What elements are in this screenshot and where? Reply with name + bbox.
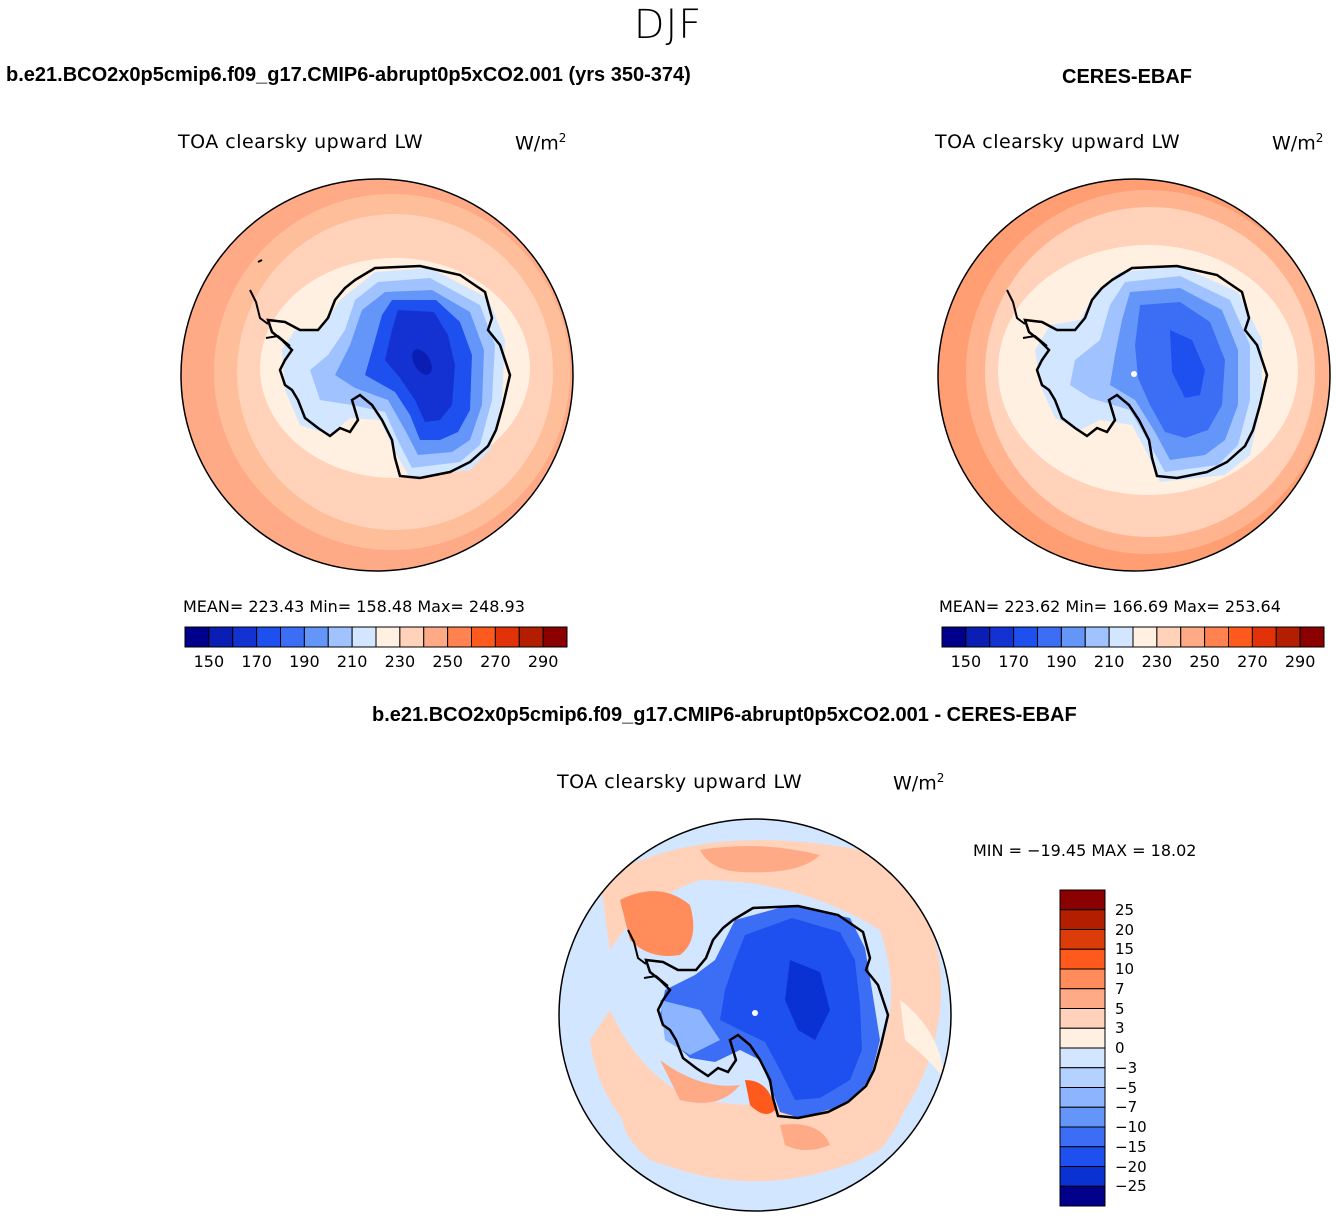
colorbar-tick-label: 170: [241, 652, 272, 671]
colorbar-box: [1059, 1008, 1106, 1029]
colorbar-tick-label: 190: [289, 652, 320, 671]
colorbar-tick-label: 210: [1093, 652, 1125, 671]
colorbar-tick-label: −3: [1115, 1058, 1138, 1077]
colorbar-tick-label: 0: [1115, 1039, 1125, 1057]
colorbar-box: [399, 626, 425, 648]
colorbar-box: [1059, 988, 1106, 1009]
model-variable-label: TOA clearsky upward LW: [178, 131, 424, 153]
colorbar-tick-label: 25: [1115, 900, 1135, 919]
colorbar-tick-label: 150: [950, 652, 982, 671]
colorbar-tick-label: −7: [1115, 1098, 1138, 1117]
colorbar-tick-label: 15: [1115, 940, 1135, 959]
colorbar-box: [965, 626, 991, 648]
colorbar-box: [423, 626, 449, 648]
colorbar-box: [303, 626, 329, 648]
colorbar-box: [1299, 626, 1325, 648]
diff-variable-label: TOA clearsky upward LW: [557, 771, 803, 793]
colorbar-box: [1084, 626, 1110, 648]
colorbar-tick-label: 290: [1284, 652, 1316, 671]
colorbar-box: [1013, 626, 1038, 648]
colorbar-box: [1059, 1047, 1106, 1069]
colorbar-box: [518, 626, 544, 648]
colorbar-box: [1037, 626, 1062, 648]
model-colorbar: [184, 626, 568, 648]
colorbar-box: [1059, 1087, 1106, 1108]
diff-stats: MIN = −19.45 MAX = 18.02: [973, 841, 1197, 860]
colorbar-box: [1180, 626, 1206, 648]
colorbar-box: [1059, 1185, 1106, 1207]
colorbar-box: [1275, 626, 1301, 648]
model-stats: MEAN= 223.43 Min= 158.48 Max= 248.93: [183, 597, 525, 616]
colorbar-box: [1108, 626, 1134, 648]
model-panel-title: b.e21.BCO2x0p5cmip6.f09_g17.CMIP6-abrupt…: [6, 64, 691, 86]
colorbar-box: [351, 626, 377, 648]
colorbar-tick-label: 150: [193, 652, 225, 671]
colorbar-tick-label: 270: [1237, 652, 1268, 671]
obs-stats: MEAN= 223.62 Min= 166.69 Max= 253.64: [939, 597, 1281, 616]
colorbar-box: [1204, 626, 1229, 648]
colorbar-tick-label: 7: [1115, 979, 1125, 998]
colorbar-box: [1059, 1166, 1106, 1187]
colorbar-tick-label: 10: [1115, 960, 1135, 978]
colorbar-tick-label: −5: [1115, 1078, 1138, 1097]
colorbar-box: [1060, 626, 1086, 648]
colorbar-tick-label: 3: [1115, 1019, 1125, 1038]
colorbar-box: [1059, 1027, 1106, 1049]
colorbar-box: [941, 626, 967, 648]
colorbar-box: [232, 626, 258, 648]
obs-colorbar: [941, 626, 1325, 648]
colorbar-tick-label: −10: [1115, 1118, 1147, 1136]
model-map: [181, 179, 573, 571]
colorbar-tick-label: 210: [336, 652, 368, 671]
model-units-label: W/m2: [515, 131, 567, 155]
colorbar-box: [1059, 1146, 1106, 1167]
colorbar-tick-label: 230: [1141, 652, 1173, 671]
colorbar-tick-label: 190: [1046, 652, 1077, 671]
colorbar-box: [280, 626, 305, 648]
colorbar-box: [1228, 626, 1253, 648]
obs-variable-label: TOA clearsky upward LW: [935, 131, 1181, 153]
diff-colorbar: [1059, 889, 1106, 1207]
colorbar-tick-label: 290: [527, 652, 559, 671]
colorbar-box: [1059, 1067, 1106, 1088]
obs-map: [938, 179, 1330, 571]
colorbar-box: [375, 626, 401, 648]
colorbar-box: [1059, 1106, 1106, 1128]
colorbar-box: [327, 626, 353, 648]
diff-units-label: W/m2: [893, 771, 945, 795]
diff-panel-title: b.e21.BCO2x0p5cmip6.f09_g17.CMIP6-abrupt…: [372, 704, 1077, 726]
colorbar-tick-label: 170: [998, 652, 1029, 671]
obs-panel-title: CERES-EBAF: [1062, 66, 1193, 88]
colorbar-box: [184, 626, 210, 648]
colorbar-box: [1156, 626, 1182, 648]
colorbar-tick-label: −20: [1115, 1157, 1147, 1176]
colorbar-tick-label: −15: [1115, 1137, 1147, 1156]
colorbar-tick-label: 250: [1189, 652, 1220, 671]
colorbar-box: [494, 626, 520, 648]
colorbar-tick-label: 250: [432, 652, 463, 671]
colorbar-box: [1059, 909, 1106, 930]
colorbar-box: [1059, 948, 1106, 970]
season-title: DJF: [633, 2, 703, 48]
colorbar-tick-label: −25: [1115, 1177, 1147, 1196]
colorbar-box: [989, 626, 1015, 648]
colorbar-box: [208, 626, 234, 648]
colorbar-box: [1132, 626, 1158, 648]
colorbar-box: [1059, 929, 1106, 950]
colorbar-box: [1059, 889, 1106, 911]
colorbar-box: [1251, 626, 1277, 648]
colorbar-box: [256, 626, 281, 648]
colorbar-box: [471, 626, 496, 648]
colorbar-box: [447, 626, 472, 648]
diff-map: [559, 819, 951, 1211]
colorbar-box: [1059, 968, 1106, 990]
obs-units-label: W/m2: [1272, 131, 1324, 155]
colorbar-box: [1059, 1126, 1106, 1148]
colorbar-tick-label: 230: [384, 652, 416, 671]
colorbar-tick-label: 270: [480, 652, 511, 671]
colorbar-tick-label: 20: [1115, 920, 1135, 939]
colorbar-tick-label: 5: [1115, 999, 1125, 1018]
colorbar-box: [542, 626, 568, 648]
